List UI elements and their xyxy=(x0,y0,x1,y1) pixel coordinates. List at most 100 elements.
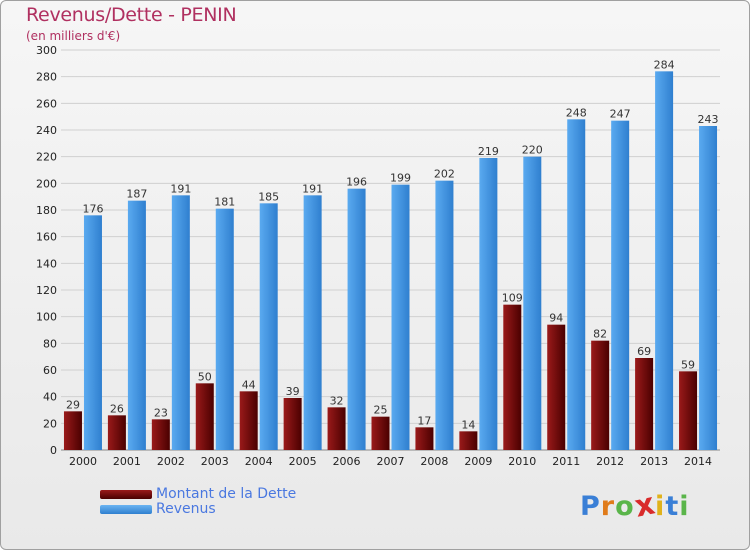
bar-revenus-2003 xyxy=(215,208,234,450)
bar-dette-2011 xyxy=(547,324,566,450)
data-label-revenus-2012: 247 xyxy=(610,108,631,121)
grid-lines xyxy=(61,49,720,451)
y-tick-label: 40 xyxy=(43,391,57,404)
data-label-revenus-2014: 243 xyxy=(698,113,719,126)
y-tick-label: 20 xyxy=(43,417,57,430)
data-label-dette-2008: 17 xyxy=(417,414,431,427)
bar-revenus-2006 xyxy=(347,188,366,450)
data-label-revenus-2000: 176 xyxy=(82,202,103,215)
data-label-dette-2011: 94 xyxy=(549,312,563,325)
y-tick-label: 260 xyxy=(36,97,57,110)
bar-dette-2013 xyxy=(635,358,654,450)
bar-revenus-2000 xyxy=(83,215,102,450)
logo-letter: P xyxy=(580,491,601,522)
y-tick-label: 280 xyxy=(36,71,57,84)
bar-dette-2006 xyxy=(327,407,346,450)
legend-label-revenus: Revenus xyxy=(156,501,216,517)
logo-letter: t xyxy=(665,491,680,522)
bar-revenus-2011 xyxy=(567,119,586,450)
data-label-revenus-2005: 191 xyxy=(302,182,323,195)
data-label-dette-2001: 26 xyxy=(110,402,124,415)
bar-dette-2002 xyxy=(151,419,170,450)
bars xyxy=(63,71,718,451)
data-label-revenus-2008: 202 xyxy=(434,168,455,181)
logo-letter: i xyxy=(655,491,666,522)
data-label-revenus-2006: 196 xyxy=(346,176,367,189)
y-tick-label: 180 xyxy=(36,204,57,217)
x-tick-label-2001: 2001 xyxy=(113,455,141,468)
bar-dette-2009 xyxy=(459,431,478,450)
x-tick-label-2004: 2004 xyxy=(245,455,273,468)
bar-revenus-2007 xyxy=(391,184,410,450)
data-label-dette-2004: 44 xyxy=(242,378,256,391)
bar-revenus-2013 xyxy=(655,71,674,450)
x-tick-label-2003: 2003 xyxy=(201,455,229,468)
y-axis-ticks: 0 20 40 60 80 100 120 140 160 180 200 220 240 260 280 3… xyxy=(36,44,57,457)
y-tick-label: 160 xyxy=(36,231,57,244)
x-tick-label-2011: 2011 xyxy=(552,455,580,468)
proxiti-logo[interactable]: Proxiti xyxy=(580,486,690,524)
y-tick-label: 220 xyxy=(36,151,57,164)
y-tick-label: 240 xyxy=(36,124,57,137)
bar-revenus-2002 xyxy=(171,195,190,450)
data-label-revenus-2013: 284 xyxy=(654,58,675,71)
y-tick-label: 80 xyxy=(43,337,57,350)
x-tick-label-2007: 2007 xyxy=(377,455,405,468)
chart-subtitle: (en milliers d'€) xyxy=(26,29,121,43)
x-tick-label-2012: 2012 xyxy=(596,455,624,468)
data-label-dette-2000: 29 xyxy=(66,398,80,411)
logo-letter: o xyxy=(615,491,635,522)
bar-dette-2005 xyxy=(283,398,302,450)
bar-revenus-2005 xyxy=(303,195,322,450)
data-label-dette-2014: 59 xyxy=(681,358,695,371)
x-tick-label-2006: 2006 xyxy=(333,455,361,468)
chart-title: Revenus/Dette - PENIN xyxy=(26,4,237,26)
y-tick-label: 300 xyxy=(36,44,57,57)
data-label-revenus-2007: 199 xyxy=(390,172,411,185)
y-tick-label: 100 xyxy=(36,311,57,324)
data-label-revenus-2004: 185 xyxy=(258,190,279,203)
x-tick-label-2002: 2002 xyxy=(157,455,185,468)
logo-letter: i xyxy=(679,491,690,522)
bar-revenus-2014 xyxy=(699,126,718,450)
y-tick-label: 120 xyxy=(36,284,57,297)
bar-dette-2010 xyxy=(503,304,522,450)
data-label-dette-2003: 50 xyxy=(198,370,212,383)
bar-dette-2014 xyxy=(679,371,698,450)
bar-revenus-2008 xyxy=(435,180,454,450)
data-label-revenus-2002: 191 xyxy=(170,182,191,195)
legend-label-dette: Montant de la Dette xyxy=(156,486,297,502)
data-label-dette-2012: 82 xyxy=(593,328,607,341)
data-labels: 29 176 26 187 23 191 50 181 44 185 39 191 32 196 25 199… xyxy=(66,58,719,431)
y-tick-label: 60 xyxy=(43,364,57,377)
bar-dette-2008 xyxy=(415,427,434,450)
data-label-revenus-2009: 219 xyxy=(478,145,499,158)
data-label-dette-2005: 39 xyxy=(286,385,300,398)
x-tick-label-2010: 2010 xyxy=(508,455,536,468)
bar-revenus-2010 xyxy=(523,156,542,450)
x-tick-label-2008: 2008 xyxy=(420,455,448,468)
data-label-revenus-2001: 187 xyxy=(126,188,147,201)
x-tick-label-2014: 2014 xyxy=(684,455,712,468)
logo-letter: r xyxy=(600,491,616,522)
x-axis-ticks: 2000 2001 2002 2003 2004 2005 2006 2007 2008 2009… xyxy=(69,455,712,468)
bar-dette-2003 xyxy=(195,383,214,450)
bar-dette-2007 xyxy=(371,416,390,450)
bar-dette-2001 xyxy=(107,415,126,450)
data-label-revenus-2003: 181 xyxy=(214,196,235,209)
bar-revenus-2012 xyxy=(611,120,630,451)
x-tick-label-2005: 2005 xyxy=(289,455,317,468)
y-tick-label: 200 xyxy=(36,177,57,190)
bar-dette-2000 xyxy=(63,411,82,450)
data-label-dette-2013: 69 xyxy=(637,345,651,358)
data-label-dette-2007: 25 xyxy=(374,404,388,417)
x-tick-label-2000: 2000 xyxy=(69,455,97,468)
data-label-dette-2010: 109 xyxy=(502,292,523,305)
data-label-dette-2002: 23 xyxy=(154,406,168,419)
x-tick-label-2009: 2009 xyxy=(464,455,492,468)
y-tick-label: 140 xyxy=(36,257,57,270)
legend-swatch-revenus xyxy=(100,505,152,514)
bar-dette-2012 xyxy=(591,340,610,450)
x-tick-label-2013: 2013 xyxy=(640,455,668,468)
